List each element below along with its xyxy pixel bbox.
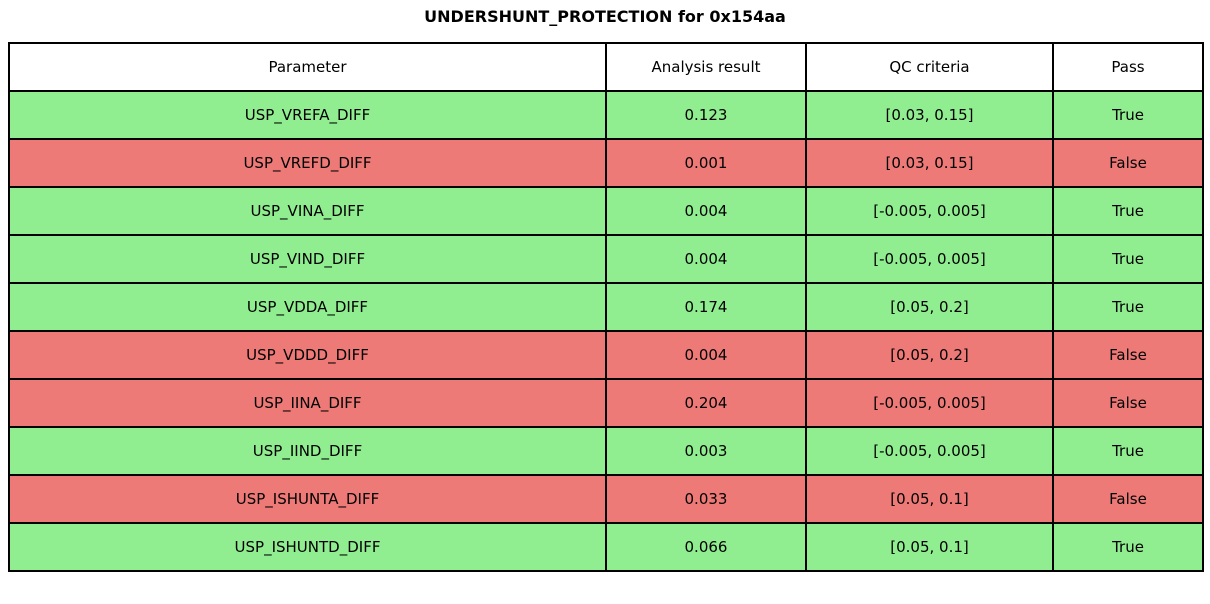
column-header-analysis-result: Analysis result: [605, 42, 807, 92]
pass-cell: False: [1052, 378, 1204, 428]
parameter-cell: USP_ISHUNTD_DIFF: [8, 522, 607, 572]
qc-criteria-cell: [-0.005, 0.005]: [805, 378, 1054, 428]
pass-cell: False: [1052, 474, 1204, 524]
table-row: USP_VDDA_DIFF 0.174 [0.05, 0.2] True: [8, 282, 1204, 332]
analysis-result-cell: 0.123: [605, 90, 807, 140]
analysis-result-cell: 0.174: [605, 282, 807, 332]
column-header-parameter: Parameter: [8, 42, 607, 92]
analysis-result-cell: 0.066: [605, 522, 807, 572]
analysis-result-cell: 0.004: [605, 330, 807, 380]
parameter-cell: USP_VREFA_DIFF: [8, 90, 607, 140]
pass-cell: True: [1052, 282, 1204, 332]
parameter-cell: USP_VDDD_DIFF: [8, 330, 607, 380]
table-row: USP_VREFD_DIFF 0.001 [0.03, 0.15] False: [8, 138, 1204, 188]
qc-criteria-cell: [0.05, 0.2]: [805, 330, 1054, 380]
table-row: USP_IINA_DIFF 0.204 [-0.005, 0.005] False: [8, 378, 1204, 428]
qc-criteria-cell: [-0.005, 0.005]: [805, 234, 1054, 284]
qc-criteria-cell: [-0.005, 0.005]: [805, 426, 1054, 476]
parameter-cell: USP_VIND_DIFF: [8, 234, 607, 284]
table-row: USP_VREFA_DIFF 0.123 [0.03, 0.15] True: [8, 90, 1204, 140]
parameter-cell: USP_IIND_DIFF: [8, 426, 607, 476]
page-title: UNDERSHUNT_PROTECTION for 0x154aa: [424, 7, 786, 26]
column-header-qc-criteria: QC criteria: [805, 42, 1054, 92]
table-row: USP_ISHUNTA_DIFF 0.033 [0.05, 0.1] False: [8, 474, 1204, 524]
analysis-result-cell: 0.001: [605, 138, 807, 188]
analysis-result-cell: 0.004: [605, 186, 807, 236]
table-row: USP_VIND_DIFF 0.004 [-0.005, 0.005] True: [8, 234, 1204, 284]
qc-criteria-cell: [0.05, 0.1]: [805, 474, 1054, 524]
pass-cell: False: [1052, 330, 1204, 380]
column-header-pass: Pass: [1052, 42, 1204, 92]
parameter-cell: USP_VDDA_DIFF: [8, 282, 607, 332]
qc-criteria-cell: [0.05, 0.2]: [805, 282, 1054, 332]
pass-cell: False: [1052, 138, 1204, 188]
pass-cell: True: [1052, 186, 1204, 236]
table-header-row: Parameter Analysis result QC criteria Pa…: [8, 42, 1204, 92]
table-row: USP_IIND_DIFF 0.003 [-0.005, 0.005] True: [8, 426, 1204, 476]
qc-results-table: Parameter Analysis result QC criteria Pa…: [8, 42, 1204, 572]
parameter-cell: USP_VREFD_DIFF: [8, 138, 607, 188]
table-row: USP_ISHUNTD_DIFF 0.066 [0.05, 0.1] True: [8, 522, 1204, 572]
pass-cell: True: [1052, 426, 1204, 476]
analysis-result-cell: 0.204: [605, 378, 807, 428]
analysis-result-cell: 0.033: [605, 474, 807, 524]
qc-criteria-cell: [0.05, 0.1]: [805, 522, 1054, 572]
table-row: USP_VINA_DIFF 0.004 [-0.005, 0.005] True: [8, 186, 1204, 236]
parameter-cell: USP_IINA_DIFF: [8, 378, 607, 428]
qc-criteria-cell: [0.03, 0.15]: [805, 138, 1054, 188]
analysis-result-cell: 0.004: [605, 234, 807, 284]
pass-cell: True: [1052, 522, 1204, 572]
qc-criteria-cell: [-0.005, 0.005]: [805, 186, 1054, 236]
qc-table-body: USP_VREFA_DIFF 0.123 [0.03, 0.15] True USP_V…: [8, 90, 1204, 572]
pass-cell: True: [1052, 234, 1204, 284]
parameter-cell: USP_VINA_DIFF: [8, 186, 607, 236]
parameter-cell: USP_ISHUNTA_DIFF: [8, 474, 607, 524]
table-row: USP_VDDD_DIFF 0.004 [0.05, 0.2] False: [8, 330, 1204, 380]
analysis-result-cell: 0.003: [605, 426, 807, 476]
qc-criteria-cell: [0.03, 0.15]: [805, 90, 1054, 140]
pass-cell: True: [1052, 90, 1204, 140]
